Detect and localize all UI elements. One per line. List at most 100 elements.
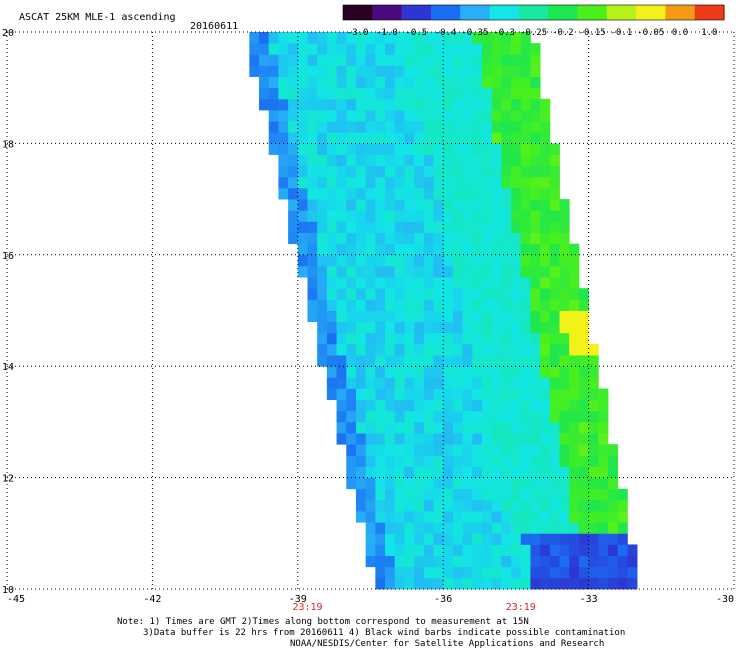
swath-cell <box>326 32 337 44</box>
swath-cell <box>326 176 337 189</box>
swath-cell <box>578 332 589 345</box>
swath-cell <box>520 109 531 122</box>
swath-cell <box>346 210 357 222</box>
swath-cell <box>598 555 609 568</box>
swath-cell <box>607 566 619 579</box>
swath-cell <box>520 310 531 323</box>
swath-cell <box>355 143 367 155</box>
swath-cell <box>443 165 454 178</box>
swath-cell <box>491 143 502 155</box>
swath-cell <box>268 98 279 111</box>
swath-cell <box>268 109 279 122</box>
swath-cell <box>346 87 357 100</box>
swath-cell <box>307 154 318 167</box>
swath-cell <box>520 577 531 590</box>
swath-cell <box>559 210 570 222</box>
swath-cell <box>501 321 512 334</box>
swath-cell <box>559 410 570 423</box>
swath-cell <box>578 522 589 534</box>
swath-cell <box>491 132 502 144</box>
swath-cell <box>326 98 337 111</box>
swath-cell <box>346 98 357 111</box>
swath-cell <box>540 332 551 345</box>
swath-cell <box>249 32 260 44</box>
swath-cell <box>394 488 405 501</box>
swath-cell <box>559 366 570 378</box>
swath-cell <box>452 321 463 334</box>
swath-cell <box>297 265 308 278</box>
swath-cell <box>394 187 405 200</box>
swath-cell <box>491 210 502 222</box>
swath-cell <box>443 377 454 389</box>
swath-cell <box>511 288 522 300</box>
swath-cell <box>462 132 473 144</box>
swath-cell <box>511 54 522 66</box>
colorbar-label: -0.35 <box>461 28 488 38</box>
swath-cell <box>559 511 570 523</box>
swath-cell <box>346 109 357 122</box>
swath-cell <box>578 410 589 423</box>
swath-cell <box>317 54 328 66</box>
swath-cell <box>414 577 425 590</box>
swath-cell <box>336 299 347 311</box>
swath-cell <box>491 176 502 189</box>
swath-cell <box>511 577 522 590</box>
swath-cell <box>462 254 473 267</box>
swath-cell <box>423 299 434 311</box>
swath-cell <box>530 555 541 568</box>
swath-cell <box>481 421 493 434</box>
swath-cell <box>394 288 405 300</box>
swath-cell <box>394 154 405 167</box>
swath-cell <box>549 154 560 167</box>
swath-cell <box>365 421 376 434</box>
swath-cell <box>423 555 434 568</box>
swath-cell <box>404 299 415 311</box>
swath-cell <box>540 366 551 378</box>
swath-cell <box>443 455 454 467</box>
swath-cell <box>530 210 541 222</box>
swath-cell <box>549 243 560 256</box>
swath-cell <box>375 243 386 256</box>
swath-cell <box>423 288 434 300</box>
swath-cell <box>540 277 551 289</box>
swath-cell <box>511 566 522 579</box>
swath-cell <box>404 466 415 478</box>
swath-cell <box>423 43 434 55</box>
swath-cell <box>472 165 483 178</box>
swath-cell <box>414 65 425 77</box>
swath-cell <box>569 433 580 445</box>
swath-cell <box>530 488 541 501</box>
swath-cell <box>394 65 405 77</box>
swath-cell <box>462 522 473 534</box>
swath-cell <box>452 511 463 523</box>
swath-cell <box>336 221 347 233</box>
swath-cell <box>530 410 541 423</box>
swath-cell <box>404 154 415 167</box>
swath-cell <box>385 544 396 556</box>
swath-cell <box>394 143 405 155</box>
swath-cell <box>346 243 357 256</box>
swath-cell <box>297 154 308 167</box>
swath-cell <box>375 477 386 490</box>
swath-cell <box>297 87 308 100</box>
swath-cell <box>588 355 599 367</box>
swath-cell <box>346 43 357 55</box>
swath-cell <box>336 187 347 200</box>
swath-cell <box>404 477 415 490</box>
swath-cell <box>394 555 405 568</box>
colorbar-segment <box>372 5 403 20</box>
swath-cell <box>365 98 376 111</box>
swath-cell <box>520 187 531 200</box>
swath-cell <box>491 477 502 490</box>
swath-cell <box>511 187 522 200</box>
swath-cell <box>472 277 483 289</box>
swath-cell <box>326 310 337 323</box>
swath-cell <box>385 377 396 389</box>
swath-cell <box>452 54 463 66</box>
swath-cell <box>462 366 473 378</box>
swath-cell <box>278 154 289 167</box>
swath-cell <box>346 76 357 89</box>
swath-cell <box>511 399 522 412</box>
swath-cell <box>433 399 444 412</box>
swath-cell <box>511 533 522 545</box>
